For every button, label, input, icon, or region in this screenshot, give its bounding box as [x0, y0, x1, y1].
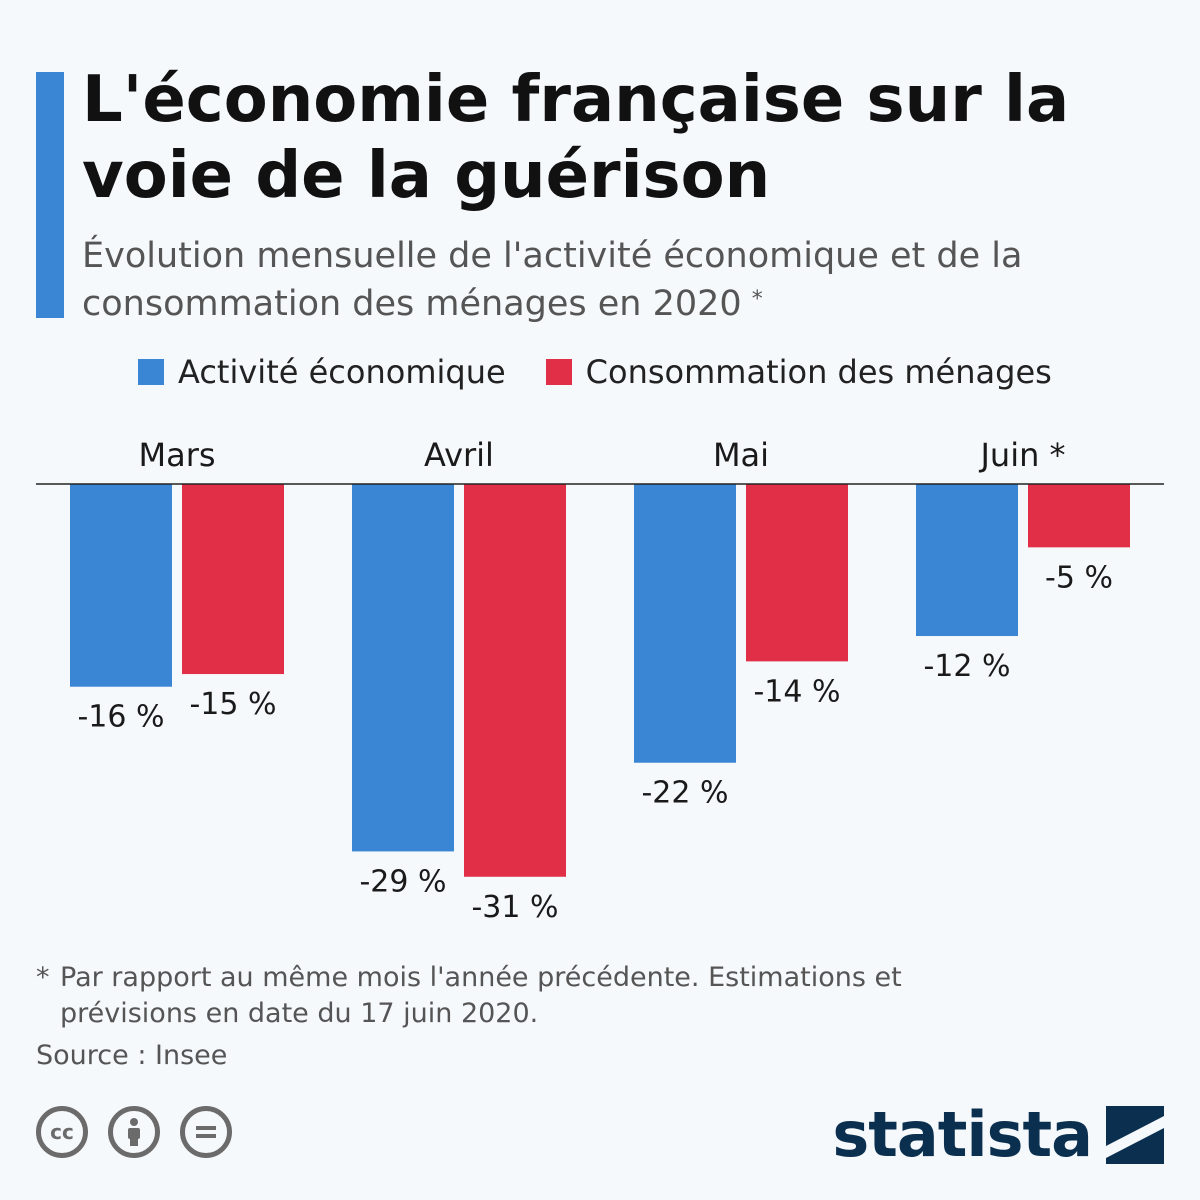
legend-label-activity: Activité économique: [178, 353, 506, 391]
data-label: -16 %: [77, 700, 164, 735]
footnote: * Par rapport au même mois l'année précé…: [36, 960, 1036, 1032]
bar-chart: Mars -16 % -15 % Avril -29 % -31 % Mai -22 % -14…: [36, 436, 1164, 925]
subtitle-text: Évolution mensuelle de l'activité économ…: [82, 236, 1023, 324]
brand-logo[interactable]: statista: [832, 1098, 1164, 1171]
category-label: Juin *: [978, 436, 1065, 474]
footnote-mark: *: [36, 962, 50, 993]
nd-icon[interactable]: [180, 1106, 232, 1158]
bar: [916, 484, 1018, 637]
data-label: -5 %: [1045, 560, 1113, 595]
data-label: -15 %: [189, 687, 276, 722]
legend-swatch-consumption: [545, 359, 572, 385]
data-label: -29 %: [359, 864, 446, 899]
person-icon: [128, 1118, 140, 1146]
bar: [634, 484, 736, 763]
data-label: -22 %: [641, 776, 728, 811]
cc-icon[interactable]: cc: [36, 1106, 88, 1158]
category-label: Mai: [713, 436, 769, 474]
legend-item-activity: Activité économique: [138, 353, 506, 391]
bar: [352, 484, 454, 852]
bar: [746, 484, 848, 662]
bar: [70, 484, 172, 687]
footnote-text: Par rapport au même mois l'année précéde…: [60, 962, 902, 1029]
title-accent-bar: [36, 72, 64, 318]
equals-icon: [196, 1126, 216, 1138]
data-label: -12 %: [923, 649, 1010, 684]
by-icon[interactable]: [108, 1106, 160, 1158]
bar: [1028, 484, 1130, 548]
data-label: -31 %: [471, 890, 558, 925]
legend-item-consumption: Consommation des ménages: [545, 353, 1052, 391]
chart-subtitle: Évolution mensuelle de l'activité économ…: [82, 232, 1162, 328]
bar: [464, 484, 566, 877]
license-icons: cc: [36, 1106, 252, 1158]
subtitle-footnote-mark: *: [751, 287, 763, 312]
chart-legend: Activité économique Consommation des mén…: [138, 350, 1092, 394]
bar: [182, 484, 284, 675]
chart-title: L'économie française sur la voie de la g…: [82, 63, 1070, 213]
data-label: -14 %: [753, 674, 840, 709]
statista-logo-icon: [1106, 1105, 1164, 1164]
brand-name: statista: [832, 1098, 1093, 1171]
legend-label-consumption: Consommation des ménages: [585, 353, 1052, 391]
category-label: Mars: [138, 436, 215, 474]
category-label: Avril: [424, 436, 494, 474]
source-note: Source : Insee: [36, 1040, 228, 1071]
legend-swatch-activity: [138, 359, 164, 385]
